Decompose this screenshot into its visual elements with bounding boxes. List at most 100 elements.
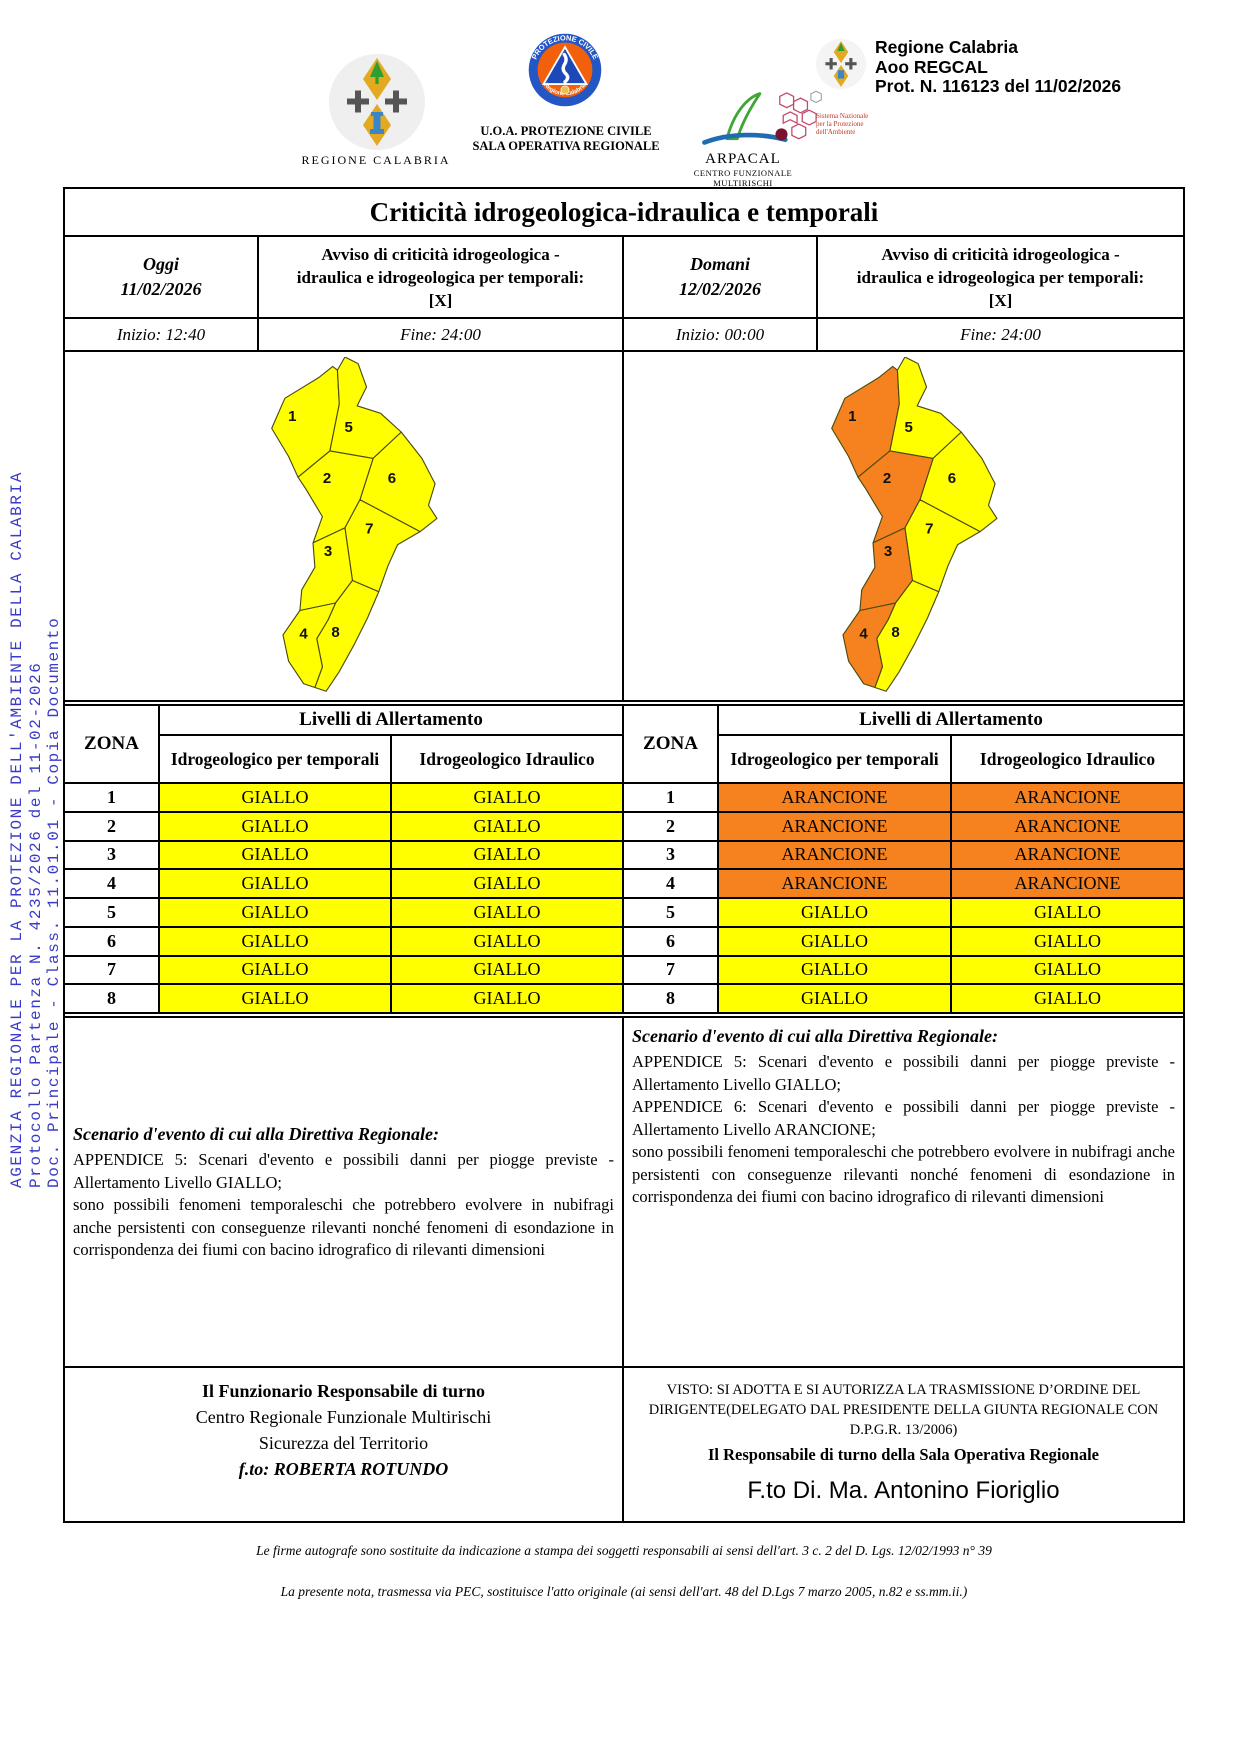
map-zone-label-6: 6 (947, 470, 955, 487)
time-row: Inizio: 12:40 Fine: 24:00 Inizio: 00:00 … (65, 319, 1183, 352)
regione-calabria-caption: REGIONE CALABRIA (301, 153, 451, 167)
snpa-logo (752, 86, 830, 155)
footnote-1: Le firme autografe sono sostituite da in… (256, 1543, 992, 1558)
alert-row-zona-5: 5 GIALLO GIALLO (65, 899, 622, 928)
today-date-cell: Oggi 11/02/2026 (65, 237, 259, 317)
level-temporali: GIALLO (160, 812, 392, 840)
header-row: Oggi 11/02/2026 Avviso di criticità idro… (65, 237, 1183, 319)
col-header-temporali: Idrogeologico per temporali (160, 736, 392, 782)
level-temporali: GIALLO (719, 985, 952, 1012)
visto-text: VISTO: SI ADOTTA E SI AUTORIZZA LA TRASM… (648, 1382, 1159, 1438)
level-temporali: GIALLO (719, 956, 952, 984)
map-today: 1 2 3 4 5 6 7 8 (65, 352, 622, 700)
zona-number: 7 (65, 956, 160, 984)
scenario-today: Scenario d'evento di cui alla Direttiva … (65, 1018, 622, 1366)
map-zone-label-3: 3 (323, 543, 331, 560)
zona-number: 4 (624, 870, 719, 897)
tomorrow-date-cell: Domani 12/02/2026 (624, 237, 818, 317)
alert-row-zona-1: 1 ARANCIONE ARANCIONE (624, 784, 1183, 813)
tomorrow-fine-cell: Fine: 24:00 (960, 324, 1041, 344)
map-zone-label-2: 2 (882, 470, 890, 487)
snpa-caption: Sistema Nazionale per la Protezione dell… (816, 112, 886, 136)
today-avviso-cell: Avviso di criticità idrogeologica - idra… (296, 244, 585, 310)
signatures-row: Il Funzionario Responsabile di turno Cen… (65, 1368, 1183, 1521)
level-temporali: GIALLO (160, 899, 392, 926)
protocol-org: Regione Calabria (875, 37, 1018, 57)
map-zone-5 (328, 357, 402, 459)
map-zone-label-7: 7 (365, 521, 373, 538)
level-idraulico: GIALLO (392, 784, 622, 811)
zona-number: 8 (624, 985, 719, 1012)
level-idraulico: GIALLO (392, 985, 622, 1012)
alert-row-zona-4: 4 GIALLO GIALLO (65, 870, 622, 899)
zona-number: 3 (65, 841, 160, 869)
map-zone-label-2: 2 (322, 470, 330, 487)
maps-row: 1 2 3 4 5 6 7 8 1 2 3 4 5 6 7 8 (65, 352, 1183, 706)
protezione-civile-caption: U.O.A. PROTEZIONE CIVILE SALA OPERATIVA … (468, 124, 664, 153)
col-header-idraulico: Idrogeologico Idraulico (419, 748, 595, 769)
tomorrow-avviso-cell: Avviso di criticità idrogeologica - idra… (856, 244, 1145, 310)
scenario-paragraph: sono possibili fenomeni temporaleschi ch… (632, 1142, 1175, 1206)
side-protocol-text: AGENZIA REGIONALE PER LA PROTEZIONE DELL… (8, 378, 64, 1188)
map-zone-label-5: 5 (904, 419, 912, 436)
level-idraulico: GIALLO (952, 956, 1183, 984)
zona-number: 1 (65, 784, 160, 811)
protocol-stamp-text: Regione Calabria Aoo REGCAL Prot. N. 116… (875, 37, 1121, 97)
level-idraulico: GIALLO (952, 985, 1183, 1012)
alert-row-zona-4: 4 ARANCIONE ARANCIONE (624, 870, 1183, 899)
map-zone-label-8: 8 (891, 624, 899, 641)
signature-right: VISTO: SI ADOTTA E SI AUTORIZZA LA TRASM… (624, 1368, 1183, 1521)
zona-number: 2 (65, 812, 160, 840)
scenario-paragraph: APPENDICE 6: Scenari d'evento e possibil… (632, 1097, 1175, 1139)
bulletin-table: Criticità idrogeologica-idraulica e temp… (63, 187, 1185, 1523)
map-zone-5 (888, 357, 962, 459)
zona-number: 2 (624, 812, 719, 840)
side-protocol-line: AGENZIA REGIONALE PER LA PROTEZIONE DELL… (8, 471, 26, 1188)
scenario-row: Scenario d'evento di cui alla Direttiva … (65, 1018, 1183, 1368)
zona-number: 6 (65, 927, 160, 955)
map-zone-label-6: 6 (387, 470, 395, 487)
signature-name: F.to Di. Ma. Antonino Fioriglio (747, 1477, 1060, 1504)
tomorrow-date: 12/02/2026 (678, 279, 761, 299)
level-temporali: GIALLO (160, 956, 392, 984)
level-temporali: ARANCIONE (719, 784, 952, 811)
scenario-paragraph: APPENDICE 5: Scenari d'evento e possibil… (632, 1052, 1175, 1094)
level-idraulico: GIALLO (392, 870, 622, 897)
level-temporali: GIALLO (160, 841, 392, 869)
bulletin-title: Criticità idrogeologica-idraulica e temp… (65, 189, 1183, 237)
signature-left: Il Funzionario Responsabile di turno Cen… (65, 1368, 622, 1521)
signature-office: Centro Regionale Funzionale Multirischi (195, 1407, 492, 1427)
today-label: Oggi (143, 254, 179, 274)
map-zone-label-3: 3 (883, 543, 891, 560)
zona-header: ZONA (65, 706, 160, 782)
protezione-civile-logo: PROTEZIONE CIVILE Regione Calabria (528, 33, 602, 112)
pc-caption-line2: SALA OPERATIVA REGIONALE (472, 138, 660, 153)
pc-caption-line1: U.O.A. PROTEZIONE CIVILE (480, 124, 652, 138)
signature-name: f.to: ROBERTA ROTUNDO (238, 1459, 449, 1479)
alert-row-zona-5: 5 GIALLO GIALLO (624, 899, 1183, 928)
map-zone-label-1: 1 (848, 408, 856, 425)
col-header-temporali: Idrogeologico per temporali (719, 736, 952, 782)
zona-number: 8 (65, 985, 160, 1012)
map-zone-label-4: 4 (859, 626, 868, 643)
map-zone-label-8: 8 (331, 624, 339, 641)
level-temporali: GIALLO (160, 927, 392, 955)
level-temporali: GIALLO (719, 927, 952, 955)
scenario-paragraph: APPENDICE 5: Scenari d'evento e possibil… (73, 1150, 614, 1192)
level-idraulico: GIALLO (392, 927, 622, 955)
level-temporali: GIALLO (160, 985, 392, 1012)
map-zone-4 (841, 602, 896, 689)
regione-calabria-logo (327, 52, 427, 157)
zona-number: 6 (624, 927, 719, 955)
alert-row-zona-8: 8 GIALLO GIALLO (65, 985, 622, 1012)
scenario-title: Scenario d'evento di cui alla Direttiva … (632, 1026, 998, 1046)
side-protocol-line: Doc. Principale - Class. 11.01.01 - Copi… (45, 616, 63, 1188)
level-temporali: ARANCIONE (719, 870, 952, 897)
zona-number: 4 (65, 870, 160, 897)
arpacal-subcaption: CENTRO FUNZIONALE MULTIRISCHI (693, 168, 793, 188)
map-tomorrow: 1 2 3 4 5 6 7 8 (624, 352, 1183, 700)
side-protocol-line: Protocollo Partenza N. 4235/2026 del 11-… (26, 661, 45, 1188)
level-temporali: ARANCIONE (719, 841, 952, 869)
tomorrow-inizio-cell: Inizio: 00:00 (624, 319, 818, 350)
